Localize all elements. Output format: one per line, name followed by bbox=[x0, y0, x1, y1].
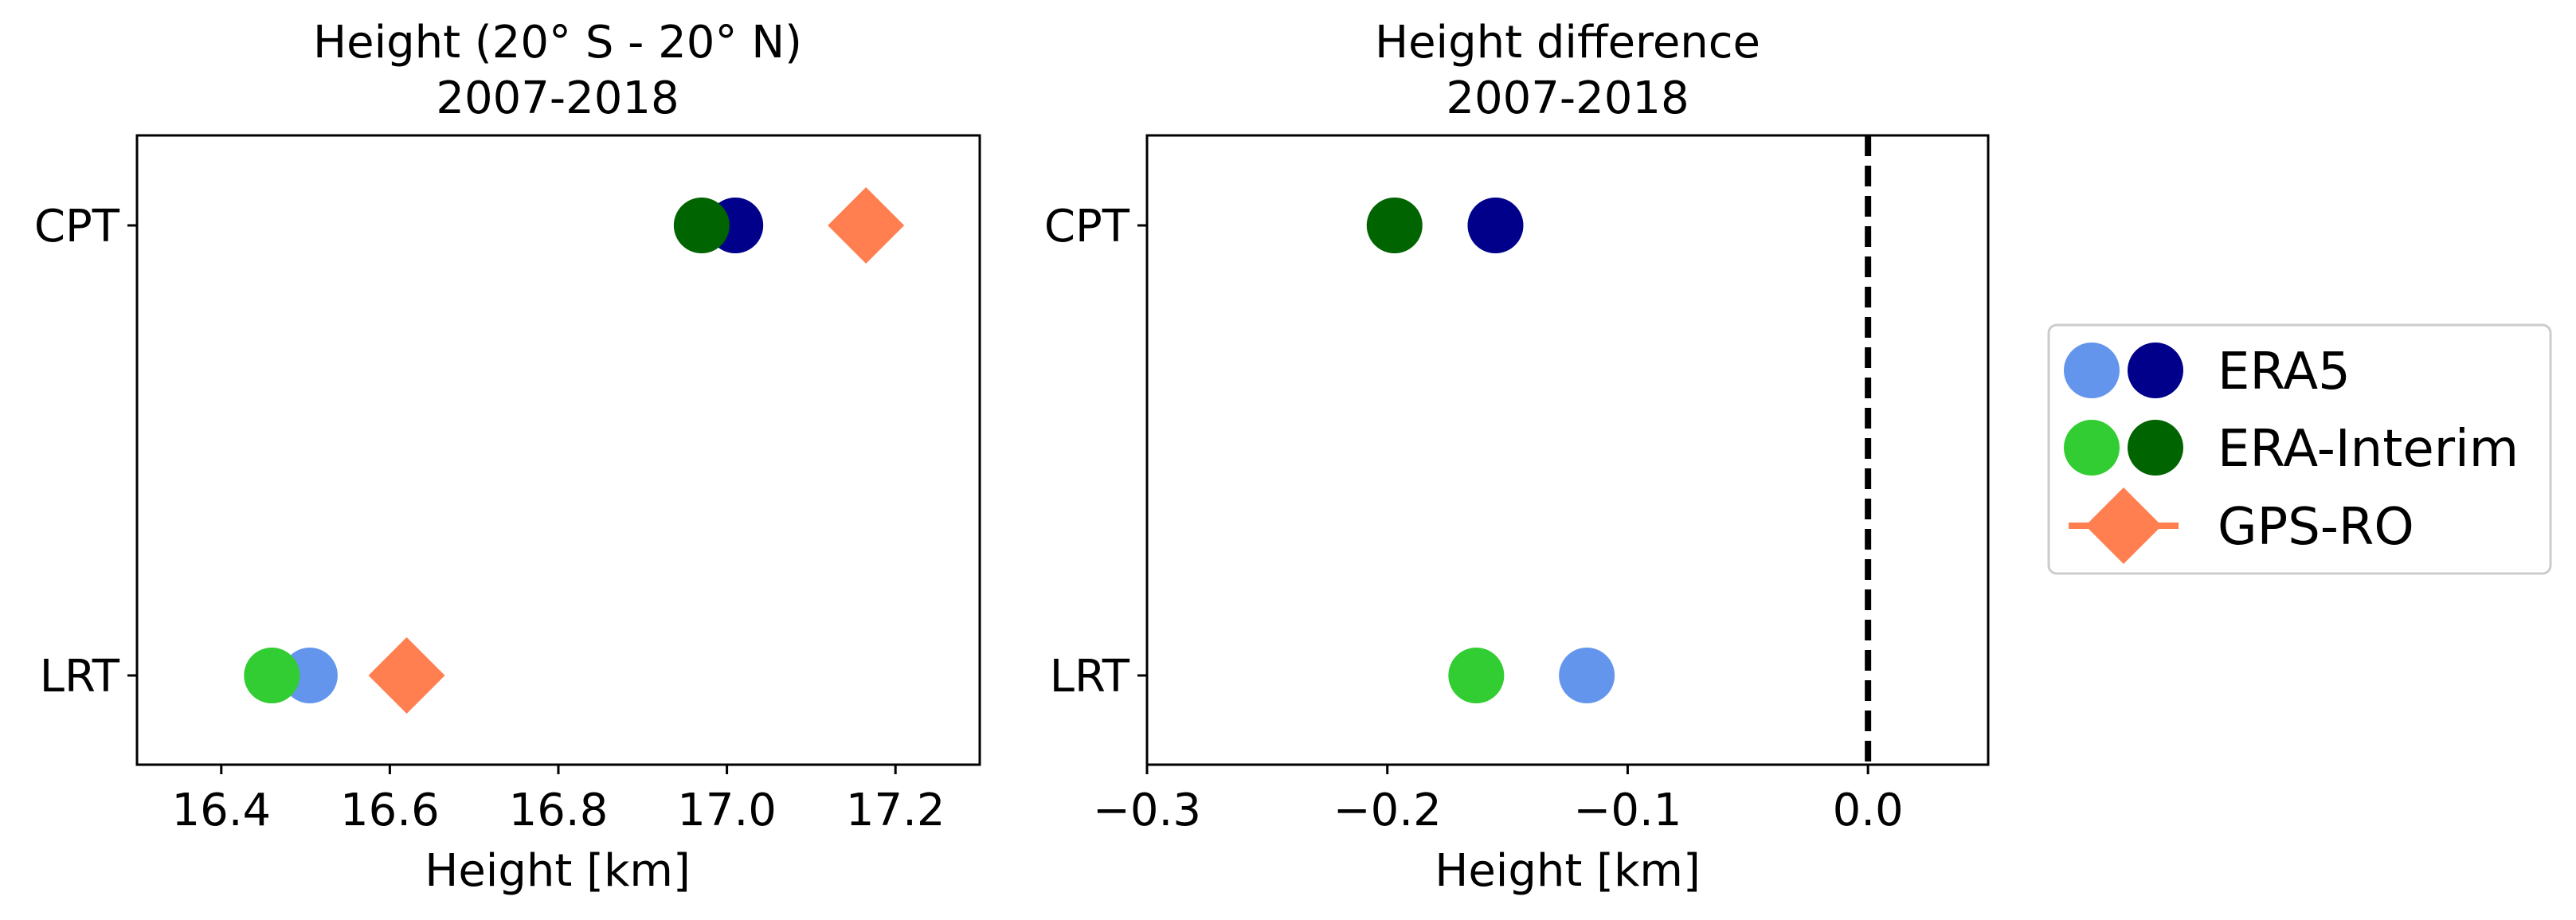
marks-layer bbox=[244, 187, 905, 714]
x-tick-label: 17.0 bbox=[677, 785, 777, 836]
legend-label-era5: ERA5 bbox=[2218, 343, 2351, 401]
point-gps-ro-lrt bbox=[368, 637, 445, 714]
x-tick-layer: 16.4 16.6 16.8 17.0 17.2 bbox=[171, 765, 945, 836]
x-tick-label: 16.8 bbox=[509, 785, 609, 836]
point-era-interim-cpt bbox=[1366, 198, 1423, 253]
chart-title-line1: Height (20° S - 20° N) bbox=[313, 17, 802, 69]
marks-layer bbox=[1366, 198, 1615, 703]
x-tick-label: 17.2 bbox=[846, 785, 945, 836]
point-era-interim-lrt bbox=[1448, 648, 1505, 703]
x-tick-label: 16.6 bbox=[340, 785, 440, 836]
point-era-interim-cpt bbox=[673, 198, 730, 253]
point-era-interim-lrt bbox=[244, 648, 300, 703]
chart-title-line2: 2007-2018 bbox=[436, 72, 679, 124]
legend-marker-era5-lrt bbox=[2064, 343, 2120, 398]
point-era5-lrt bbox=[1559, 648, 1615, 703]
x-axis-label: Height [km] bbox=[425, 845, 691, 897]
x-axis-label: Height [km] bbox=[1435, 845, 1701, 897]
chart-title-line2: 2007-2018 bbox=[1446, 72, 1689, 124]
legend: ERA5 ERA-Interim GPS-RO bbox=[2047, 323, 2552, 575]
legend-marker-era-interim-cpt bbox=[2128, 420, 2183, 476]
y-tick-label: CPT bbox=[34, 201, 120, 253]
x-tick-label: −0.1 bbox=[1573, 785, 1681, 836]
point-era5-cpt bbox=[1467, 198, 1524, 253]
legend-label-era-interim: ERA-Interim bbox=[2218, 420, 2519, 479]
y-tick-label: CPT bbox=[1044, 201, 1130, 253]
legend-label-gps-ro: GPS-RO bbox=[2218, 498, 2414, 557]
plot-area-frame bbox=[1145, 134, 1990, 766]
x-tick-label: −0.2 bbox=[1333, 785, 1442, 836]
x-tick-label: 0.0 bbox=[1833, 785, 1904, 836]
legend-marker-gps-ro bbox=[2085, 487, 2162, 564]
chart-title-line1: Height difference bbox=[1375, 17, 1760, 69]
legend-marker-era-interim-lrt bbox=[2064, 420, 2120, 476]
x-tick-label: 16.4 bbox=[171, 785, 271, 836]
y-tick-layer: CPT LRT bbox=[1044, 201, 1147, 703]
x-tick-layer: −0.3 −0.2 −0.1 0.0 bbox=[1093, 765, 1904, 836]
legend-entries: ERA5 ERA-Interim GPS-RO bbox=[2064, 343, 2519, 564]
y-tick-layer: CPT LRT bbox=[34, 201, 137, 703]
legend-marker-era5-cpt bbox=[2128, 343, 2183, 398]
y-tick-label: LRT bbox=[40, 651, 120, 703]
x-tick-label: −0.3 bbox=[1093, 785, 1201, 836]
y-tick-label: LRT bbox=[1050, 651, 1130, 703]
panel-absolute-height: Height (20° S - 20° N) 2007-2018 CPTLRT … bbox=[34, 17, 981, 897]
point-gps-ro-cpt bbox=[828, 187, 905, 264]
